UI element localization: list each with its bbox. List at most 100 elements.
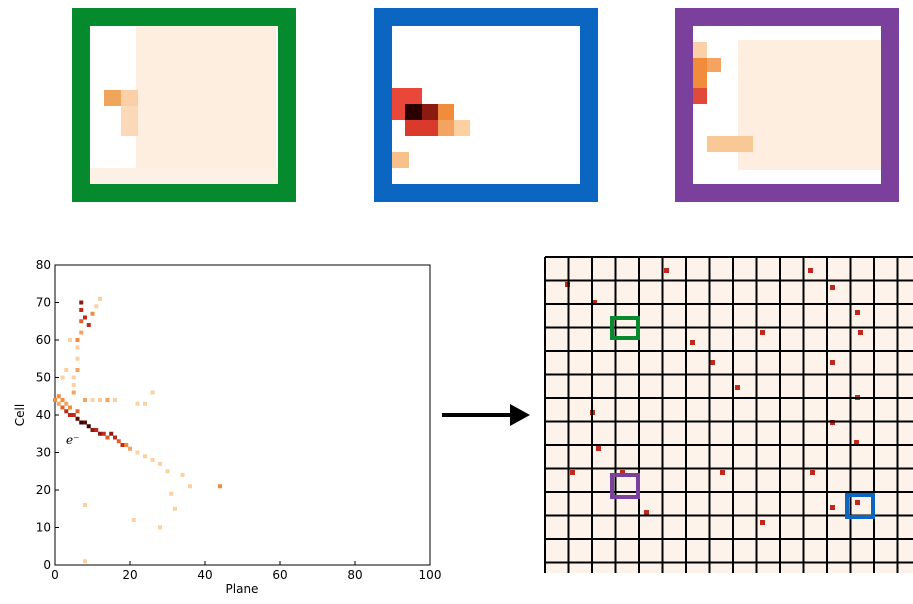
hit — [98, 296, 102, 301]
hit — [218, 484, 222, 489]
hit — [79, 319, 84, 324]
hit — [90, 311, 95, 316]
hit — [64, 409, 69, 414]
y-tick-label: 80 — [36, 258, 51, 272]
hit — [75, 368, 80, 372]
hit — [116, 439, 121, 444]
hit — [158, 461, 162, 466]
y-tick-label: 50 — [36, 371, 51, 385]
annotation: e⁻ — [66, 433, 79, 447]
y-tick-label: 10 — [36, 521, 51, 535]
x-tick-label: 60 — [272, 568, 287, 582]
hit — [79, 300, 84, 305]
hit — [188, 484, 192, 489]
hit — [120, 443, 125, 447]
activation — [854, 440, 859, 445]
hit — [83, 315, 87, 320]
hit — [71, 383, 76, 387]
x-tick-label: 20 — [122, 568, 137, 582]
hit — [79, 420, 84, 425]
hit — [60, 405, 65, 410]
activation — [592, 300, 597, 305]
hit — [101, 431, 106, 436]
hit — [86, 323, 91, 327]
hit — [56, 394, 61, 399]
hit — [180, 473, 185, 477]
y-tick-label: 20 — [36, 483, 51, 497]
y-tick-label: 0 — [43, 558, 51, 572]
activation — [760, 520, 765, 525]
hit — [135, 401, 140, 406]
hit — [64, 368, 69, 372]
hit — [135, 450, 140, 455]
activation — [830, 505, 835, 510]
activation — [808, 268, 813, 273]
activation — [760, 330, 765, 335]
patch-blue — [374, 8, 598, 202]
feature-grid — [544, 256, 913, 573]
hit — [90, 428, 95, 432]
x-tick-label: 0 — [51, 568, 59, 582]
hit — [68, 338, 72, 342]
plot-frame — [54, 264, 431, 566]
activation — [830, 285, 835, 290]
hit — [113, 398, 117, 402]
hit — [105, 435, 110, 440]
y-tick-label: 60 — [36, 333, 51, 347]
activation — [855, 310, 860, 315]
hit — [165, 469, 170, 474]
x-axis-label: Plane — [226, 582, 259, 596]
hit — [75, 356, 80, 361]
hit — [79, 330, 84, 335]
arrow — [442, 404, 530, 426]
activation — [690, 340, 695, 345]
grid-bg — [545, 257, 913, 573]
activation — [858, 330, 863, 335]
activation — [570, 470, 575, 475]
hit — [143, 401, 147, 406]
hit — [71, 413, 76, 417]
activation — [720, 470, 725, 475]
hit — [83, 503, 87, 507]
hit — [90, 398, 95, 402]
y-tick-label: 40 — [36, 408, 51, 422]
hit — [53, 398, 57, 402]
hit — [128, 446, 132, 451]
hit — [105, 398, 110, 402]
hit — [150, 458, 155, 462]
hit — [83, 398, 87, 402]
patch-purple — [675, 8, 899, 202]
hit — [68, 413, 72, 417]
hit — [71, 375, 76, 380]
hit — [71, 390, 76, 395]
hit — [150, 390, 155, 395]
activation — [710, 360, 715, 365]
x-tick-label: 40 — [197, 568, 212, 582]
activation — [664, 268, 669, 273]
patch-green — [72, 8, 296, 202]
hit — [79, 308, 84, 312]
hit — [131, 518, 136, 522]
hit — [68, 405, 72, 410]
hit — [64, 401, 69, 406]
hit — [60, 398, 65, 402]
hit — [158, 525, 162, 530]
hit — [173, 506, 177, 511]
hit — [94, 428, 99, 432]
hit — [86, 424, 91, 429]
hit — [94, 304, 99, 309]
hit — [113, 435, 117, 440]
activation — [596, 446, 601, 451]
activation — [620, 470, 625, 475]
hit — [109, 431, 114, 436]
hit — [56, 401, 61, 406]
hit — [124, 443, 129, 447]
event-plot: Plane Cell e⁻ 0 20 40 60 80 100 0 10 20 30 40 50 60 7… — [13, 258, 441, 596]
activation — [735, 385, 740, 390]
activation — [810, 470, 815, 475]
hl-green — [610, 316, 640, 340]
hit — [75, 409, 80, 414]
x-tick-label: 80 — [347, 568, 362, 582]
activation — [644, 510, 649, 515]
